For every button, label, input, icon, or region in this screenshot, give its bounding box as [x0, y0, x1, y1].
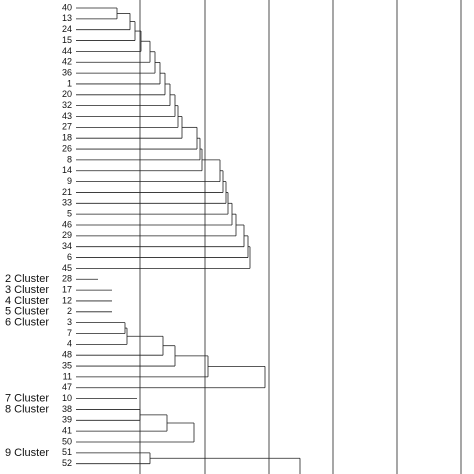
leaf-label: 46 — [62, 219, 72, 229]
cluster-label: 9 Cluster — [5, 447, 49, 459]
leaf-label: 34 — [62, 241, 72, 251]
leaf-label: 42 — [62, 57, 72, 67]
grid — [139, 0, 462, 474]
leaf-label: 1 — [67, 78, 72, 88]
leaf-label: 41 — [62, 426, 72, 436]
leaf-label: 33 — [62, 198, 72, 208]
cluster-label: 5 Cluster — [5, 306, 49, 318]
leaf-label: 38 — [62, 404, 72, 414]
leaf-label: 35 — [62, 360, 72, 370]
leaf-label: 9 — [67, 176, 72, 186]
leaf-label: 39 — [62, 415, 72, 425]
leaf-label: 44 — [62, 46, 72, 56]
cluster-label: 2 Cluster — [5, 273, 49, 285]
leaf-label: 18 — [62, 133, 72, 143]
leaf-label: 36 — [62, 67, 72, 77]
leaf-label: 12 — [62, 295, 72, 305]
leaf-label: 11 — [63, 371, 72, 381]
leaf-label: 6 — [67, 252, 72, 262]
leaf-label: 48 — [62, 350, 72, 360]
leaf-label: 2 — [67, 306, 72, 316]
leaf-label: 26 — [62, 143, 72, 153]
leaf-label: 27 — [62, 122, 72, 132]
leaf-label: 20 — [62, 89, 72, 99]
cluster-label: 7 Cluster — [5, 393, 49, 405]
leaf-label: 32 — [62, 100, 72, 110]
leaf-label: 43 — [62, 111, 72, 121]
leaf-label: 24 — [62, 24, 72, 34]
cluster-label: 6 Cluster — [5, 317, 49, 329]
cluster-label: 8 Cluster — [5, 403, 49, 415]
leaf-label: 28 — [62, 274, 72, 284]
cluster-label: 4 Cluster — [5, 295, 49, 307]
leaf-label: 17 — [62, 284, 72, 294]
leaf-label: 5 — [67, 209, 72, 219]
leaf-label: 3 — [67, 317, 72, 327]
leaf-label: 21 — [62, 187, 72, 197]
leaf-label: 8 — [67, 154, 72, 164]
leaf-label: 10 — [62, 393, 72, 403]
leaf-label: 40 — [62, 2, 72, 12]
leaf-label: 13 — [62, 13, 72, 23]
leaf-label: 52 — [62, 458, 72, 468]
leaf-label: 50 — [62, 436, 72, 446]
leaf-label: 51 — [62, 447, 72, 457]
leaf-label: 4 — [67, 339, 72, 349]
leaf-label: 14 — [62, 165, 72, 175]
leaf-label: 47 — [62, 382, 72, 392]
leaf-label: 7 — [67, 328, 72, 338]
leaf-label: 15 — [62, 35, 72, 45]
leaf-label: 45 — [62, 263, 72, 273]
cluster-label: 3 Cluster — [5, 284, 49, 296]
leaf-label: 29 — [62, 230, 72, 240]
